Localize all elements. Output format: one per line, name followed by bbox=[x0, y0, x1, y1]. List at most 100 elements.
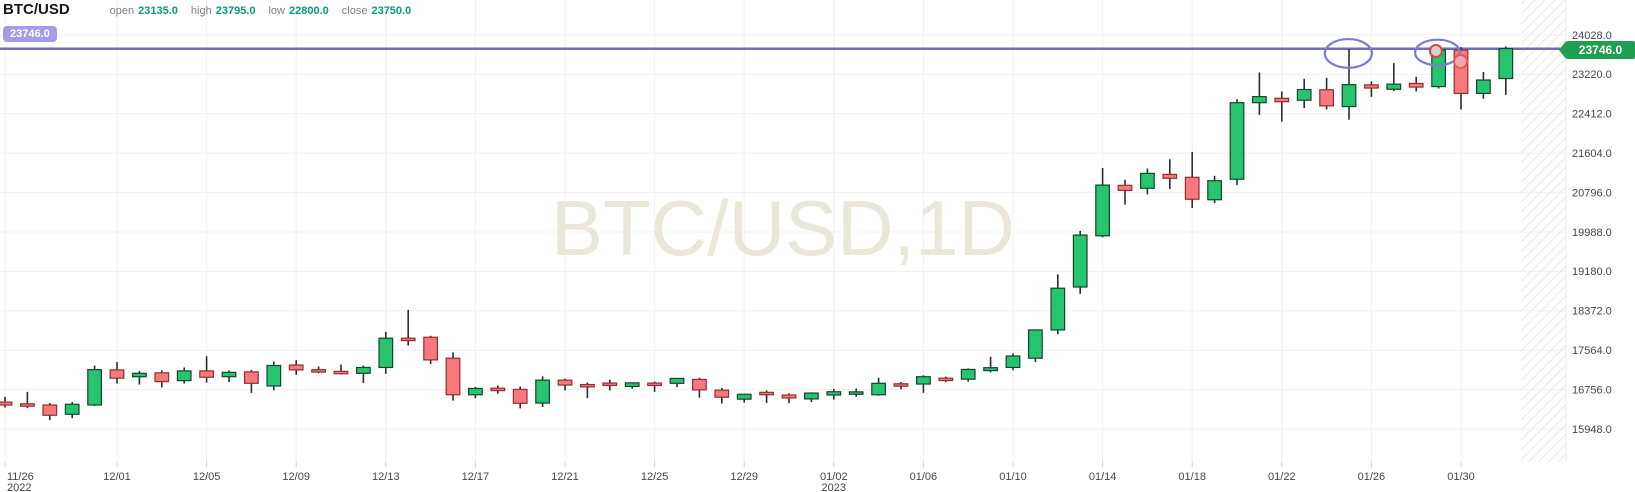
candle-12/04[interactable] bbox=[176, 367, 192, 384]
price-line-label-left: 23746.0 bbox=[3, 26, 57, 42]
candle-12/14[interactable] bbox=[400, 309, 416, 346]
candle-12/27[interactable] bbox=[691, 377, 707, 398]
svg-text:2022: 2022 bbox=[7, 482, 31, 492]
svg-text:12/05: 12/05 bbox=[193, 471, 221, 483]
legend-close-label: close bbox=[341, 5, 368, 17]
candle-01/21[interactable] bbox=[1251, 72, 1267, 115]
svg-text:01/02: 01/02 bbox=[820, 471, 848, 483]
svg-text:23220.0: 23220.0 bbox=[1572, 69, 1612, 81]
candle-12/24[interactable] bbox=[624, 382, 640, 389]
candle-12/13[interactable] bbox=[378, 331, 394, 374]
chart-legend: BTC/USD open 23135.0 high 23795.0 low 22… bbox=[3, 1, 424, 18]
legend-open-label: open bbox=[109, 5, 135, 17]
candle-12/29[interactable] bbox=[736, 393, 752, 403]
candle-01/19[interactable] bbox=[1207, 175, 1223, 204]
candle-12/07[interactable] bbox=[244, 369, 259, 393]
trade-marker[interactable] bbox=[1428, 43, 1443, 58]
candle-01/02[interactable] bbox=[826, 388, 842, 400]
candle-11/30[interactable] bbox=[87, 365, 103, 406]
candle-12/09[interactable] bbox=[288, 360, 304, 375]
legend-high-label: high bbox=[190, 5, 212, 17]
candle-11/28[interactable] bbox=[42, 403, 58, 421]
candles bbox=[0, 45, 1514, 421]
candle-01/17[interactable] bbox=[1162, 159, 1178, 189]
candle-01/20[interactable] bbox=[1229, 99, 1245, 186]
candle-12/25[interactable] bbox=[647, 381, 662, 392]
candle-02/01[interactable] bbox=[1498, 46, 1514, 95]
candle-01/28[interactable] bbox=[1408, 76, 1424, 92]
candle-01/15[interactable] bbox=[1117, 179, 1133, 205]
ellipse-annotation[interactable] bbox=[1413, 38, 1461, 67]
candle-01/26[interactable] bbox=[1363, 81, 1379, 97]
svg-text:12/09: 12/09 bbox=[282, 471, 310, 483]
candle-01/01[interactable] bbox=[803, 392, 819, 403]
candle-01/08[interactable] bbox=[960, 368, 976, 382]
svg-text:19988.0: 19988.0 bbox=[1572, 227, 1612, 239]
candle-01/07[interactable] bbox=[938, 376, 954, 383]
candle-01/04[interactable] bbox=[871, 377, 886, 396]
candle-12/05[interactable] bbox=[199, 356, 215, 383]
candle-01/24[interactable] bbox=[1319, 77, 1335, 110]
candle-01/25[interactable] bbox=[1341, 49, 1357, 120]
chart-watermark: BTC/USD,1D bbox=[551, 184, 1015, 272]
legend-open-value: 23135.0 bbox=[138, 5, 178, 17]
candle-12/26[interactable] bbox=[669, 377, 685, 388]
candle-12/30[interactable] bbox=[759, 390, 774, 404]
svg-text:12/13: 12/13 bbox=[372, 471, 400, 483]
candle-01/05[interactable] bbox=[893, 382, 909, 390]
candle-11/29[interactable] bbox=[64, 402, 80, 419]
candle-12/21[interactable] bbox=[557, 378, 573, 391]
candle-01/13[interactable] bbox=[1072, 230, 1088, 294]
candle-12/31[interactable] bbox=[781, 393, 797, 404]
candle-01/09[interactable] bbox=[983, 356, 998, 373]
candle-12/01[interactable] bbox=[109, 362, 125, 384]
svg-text:21604.0: 21604.0 bbox=[1572, 148, 1612, 160]
candle-12/16[interactable] bbox=[445, 352, 461, 401]
candle-12/20[interactable] bbox=[535, 376, 550, 407]
svg-text:16756.0: 16756.0 bbox=[1572, 384, 1612, 396]
candle-12/12[interactable] bbox=[356, 365, 371, 384]
svg-text:18372.0: 18372.0 bbox=[1572, 306, 1612, 318]
ellipse-annotation[interactable] bbox=[1323, 37, 1373, 69]
candle-01/03[interactable] bbox=[848, 388, 864, 397]
candle-01/23[interactable] bbox=[1296, 78, 1312, 109]
candle-12/28[interactable] bbox=[714, 387, 730, 404]
candle-12/02[interactable] bbox=[132, 370, 147, 385]
candle-01/11[interactable] bbox=[1027, 329, 1043, 363]
svg-text:11/26: 11/26 bbox=[7, 471, 34, 483]
candle-12/03[interactable] bbox=[154, 370, 170, 388]
candle-11/26[interactable] bbox=[0, 396, 13, 408]
svg-text:01/10: 01/10 bbox=[999, 471, 1027, 483]
candle-12/19[interactable] bbox=[512, 386, 528, 409]
candle-12/18[interactable] bbox=[490, 385, 506, 394]
candle-01/06[interactable] bbox=[915, 375, 931, 393]
candle-01/14[interactable] bbox=[1095, 168, 1111, 238]
price-axis[interactable]: 24028.0 23220.0 22412.0 21604.0 20796.0 19988… bbox=[1572, 30, 1612, 436]
candle-12/10[interactable] bbox=[311, 366, 326, 374]
grid bbox=[0, 0, 1567, 462]
candle-01/10[interactable] bbox=[1005, 353, 1021, 371]
candle-01/16[interactable] bbox=[1139, 168, 1155, 195]
svg-text:12/01: 12/01 bbox=[103, 471, 131, 483]
candle-12/08[interactable] bbox=[266, 361, 282, 391]
candle-01/31[interactable] bbox=[1475, 71, 1491, 99]
candle-01/18[interactable] bbox=[1184, 151, 1200, 209]
candle-12/23[interactable] bbox=[602, 379, 618, 391]
candle-12/15[interactable] bbox=[423, 335, 438, 365]
candle-12/06[interactable] bbox=[221, 370, 237, 383]
candle-12/17[interactable] bbox=[468, 386, 483, 399]
trade-marker[interactable] bbox=[1453, 53, 1469, 69]
svg-text:01/06: 01/06 bbox=[910, 471, 938, 483]
candle-12/11[interactable] bbox=[333, 364, 349, 375]
svg-text:19180.0: 19180.0 bbox=[1572, 266, 1612, 278]
candle-01/12[interactable] bbox=[1050, 274, 1066, 335]
candle-11/27[interactable] bbox=[20, 391, 35, 409]
svg-text:01/18: 01/18 bbox=[1178, 471, 1206, 483]
annotations bbox=[1323, 37, 1469, 69]
candle-12/22[interactable] bbox=[579, 382, 595, 399]
candle-01/22[interactable] bbox=[1274, 91, 1290, 122]
candle-01/27[interactable] bbox=[1386, 63, 1402, 91]
